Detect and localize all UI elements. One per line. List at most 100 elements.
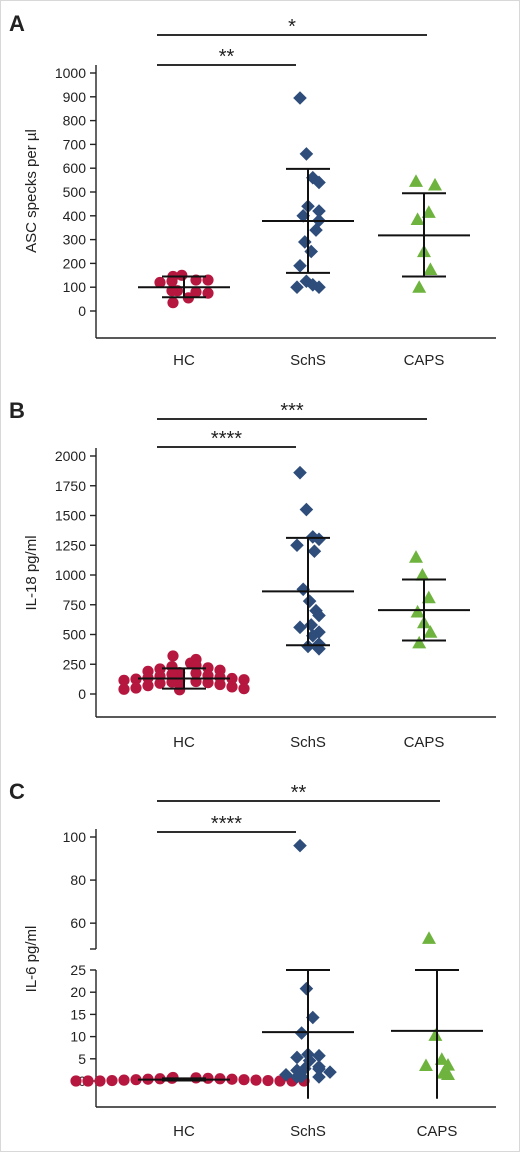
data-point [312,1062,326,1076]
y-axis-label: IL-6 pg/ml [23,926,40,993]
significance-label: ** [219,46,235,68]
data-point [118,1074,130,1086]
y-tick-label: 60 [70,915,86,931]
data-point [412,635,427,649]
data-point [309,223,323,237]
y-tick-label: 1250 [55,537,86,553]
series-caps [378,174,470,293]
significance-label: * [288,16,296,38]
data-point [167,297,179,309]
data-point [190,286,202,298]
data-point [441,1058,455,1071]
category-label: SchS [290,734,326,751]
data-point [293,465,307,480]
data-point [250,1074,262,1086]
y-tick-label: 1500 [55,508,86,524]
data-point [441,1067,455,1080]
series-schs [262,465,354,656]
data-point [301,639,315,654]
data-point [202,677,214,689]
data-point [226,672,238,685]
data-point [106,1074,118,1087]
data-point [412,280,427,293]
category-label: CAPS [404,352,445,369]
category-label: HC [173,734,195,751]
data-point [421,590,436,604]
data-point [410,604,425,618]
data-point [70,1075,82,1087]
data-point [307,544,322,558]
panel-letter: B [9,398,25,423]
y-tick-label: 700 [63,136,87,152]
series-hc [138,269,230,309]
data-point [299,502,314,517]
data-point [299,981,314,996]
data-point [238,674,250,686]
panel-b: B 0 250 500 750 1000 1250 1500 1750 2000 IL-18 pg/… [9,398,496,751]
data-point [290,1050,304,1065]
series-schs [262,91,354,294]
data-point [434,1052,449,1065]
data-point [154,677,166,689]
data-point [166,275,178,287]
panel-c: C 0 5 10 15 20 25 60 80 100 IL-6 pg/ml HC SchS CAPS **… [9,779,496,1140]
data-point [262,1074,274,1087]
data-point [214,678,226,691]
data-point [306,1010,320,1025]
significance-label: **** [211,428,242,450]
data-point [118,683,130,695]
significance-label: ** [291,782,307,804]
data-point [299,147,314,161]
data-point [421,205,436,218]
y-axis-label: IL-18 pg/ml [23,535,40,610]
data-point [190,667,202,679]
data-point [312,1048,326,1063]
data-point [306,278,320,292]
data-point [423,625,438,638]
series-caps [391,931,483,1099]
y-tick-label: 750 [63,597,87,613]
data-point [302,594,317,608]
data-point [312,280,326,294]
data-point [293,258,307,273]
y-tick-label: 1000 [55,567,86,583]
data-point [415,568,430,581]
data-point [290,280,304,294]
y-axis-label: ASC specks per µl [23,129,40,253]
category-label: CAPS [404,734,445,751]
data-point [167,650,179,662]
data-point [422,931,436,944]
data-point [166,668,178,680]
y-tick-label: 300 [63,232,87,248]
data-point [312,625,326,639]
data-point [130,673,142,685]
series-hc [70,1071,310,1087]
y-tick-label: 600 [63,160,87,176]
data-point [428,177,442,191]
data-point [298,235,312,249]
data-point [293,91,307,105]
data-point [409,174,423,187]
y-tick-label: 15 [70,1006,86,1022]
y-tick-label: 1750 [55,478,86,494]
significance-label: *** [280,400,304,422]
data-point [312,532,326,547]
panel-a: A 0 100 200 300 400 500 600 700 800 900 1000 ASC spe… [9,11,496,369]
series-caps [378,550,470,649]
y-tick-label: 20 [70,984,86,1000]
data-point [410,212,425,225]
data-point [82,1075,94,1087]
data-point [118,674,130,686]
data-point [226,681,238,693]
data-point [154,276,166,289]
data-point [202,662,214,674]
panel-letter: C [9,779,25,804]
data-point [293,838,307,853]
data-point [296,582,310,597]
data-point [166,661,178,673]
data-point [290,1070,304,1084]
category-label: CAPS [417,1123,458,1140]
data-point [238,1074,250,1086]
data-point [293,620,307,635]
